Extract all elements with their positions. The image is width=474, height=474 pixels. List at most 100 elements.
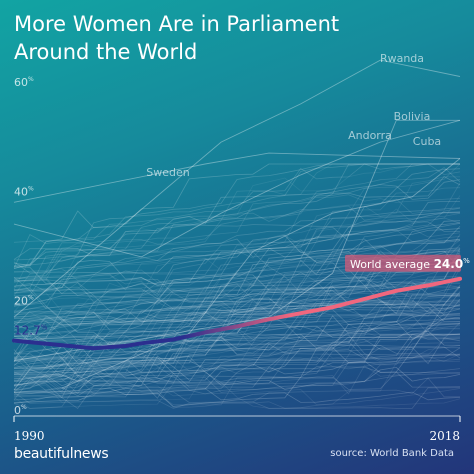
country-line: [13, 364, 461, 390]
country-line: [13, 368, 461, 400]
country-line: [13, 163, 460, 269]
country-line: [13, 302, 461, 372]
country-line: [13, 274, 461, 326]
country-line: [14, 268, 461, 325]
country-line: [13, 259, 461, 321]
country-line: [13, 271, 461, 340]
country-line: [13, 226, 461, 332]
country-line: [13, 333, 461, 368]
country-line: [13, 265, 461, 337]
country-line: [13, 269, 461, 348]
country-line: [14, 334, 461, 374]
chart-title: More Women Are in Parliament Around the …: [14, 10, 454, 66]
country-line: [13, 323, 461, 399]
line-andorra: [61, 158, 461, 389]
country-line: [13, 228, 461, 324]
country-line: [13, 307, 461, 385]
country-line: [13, 316, 461, 393]
country-line: [13, 176, 461, 267]
country-line: [13, 303, 461, 336]
y-tick-label: 20%: [14, 295, 34, 308]
country-line: [13, 163, 460, 266]
country-line: [14, 341, 460, 409]
country-line: [13, 220, 461, 287]
country-line: [13, 236, 461, 324]
country-line: [13, 240, 461, 360]
country-line: [13, 280, 461, 357]
country-line: [13, 310, 461, 368]
line-rwanda: [13, 59, 461, 318]
country-line: [13, 337, 461, 377]
country-line: [13, 264, 461, 319]
label-cuba: Cuba: [413, 135, 441, 148]
country-line: [13, 254, 461, 336]
country-line: [13, 345, 461, 372]
average-start-label: 12.7%: [14, 324, 48, 338]
country-line: [13, 322, 461, 403]
country-line: [13, 322, 461, 392]
country-line: [13, 179, 461, 269]
country-line: [13, 222, 461, 342]
label-bolivia: Bolivia: [394, 110, 431, 123]
country-line: [13, 325, 461, 391]
country-line: [13, 353, 461, 406]
country-line: [13, 317, 461, 387]
country-line: [13, 211, 461, 261]
country-line: [14, 353, 461, 399]
country-line: [13, 264, 461, 319]
country-line: [13, 363, 461, 409]
country-line: [14, 311, 461, 338]
country-line: [13, 333, 461, 366]
country-line: [13, 285, 461, 327]
country-line: [13, 286, 461, 332]
average-end-label: World average 24.0%: [350, 257, 470, 271]
country-line: [13, 344, 461, 390]
country-line: [13, 229, 461, 299]
country-line: [13, 271, 461, 319]
country-line: [13, 207, 461, 371]
country-line: [13, 212, 461, 316]
country-line: [13, 207, 461, 292]
country-line: [13, 315, 461, 393]
country-line: [13, 318, 461, 347]
country-line: [13, 266, 461, 322]
country-line: [13, 293, 461, 346]
country-line: [13, 387, 461, 403]
country-line: [13, 187, 461, 336]
title-line-2: Around the World: [14, 40, 198, 64]
country-line: [13, 366, 461, 398]
country-line: [13, 249, 461, 373]
country-line: [13, 295, 461, 372]
country-line: [13, 365, 461, 397]
country-line: [13, 308, 461, 380]
y-tick-label: 40%: [14, 185, 34, 198]
country-line: [14, 330, 461, 386]
country-line: [13, 285, 461, 395]
country-line: [13, 228, 461, 290]
country-line: [13, 182, 461, 281]
country-line: [13, 195, 461, 282]
country-line: [13, 194, 461, 296]
country-line: [13, 163, 460, 281]
line-cuba: [13, 119, 461, 258]
country-line: [14, 327, 461, 406]
country-line: [13, 335, 461, 395]
country-line: [13, 285, 461, 363]
country-line: [14, 318, 460, 347]
label-sweden: Sweden: [146, 166, 189, 179]
country-line: [13, 281, 461, 361]
world-average-layer: 12.7% World average 24.0%: [12, 254, 470, 351]
country-line: [13, 163, 460, 289]
country-line: [13, 279, 461, 332]
country-line: [13, 238, 461, 367]
country-line: [13, 239, 461, 380]
country-line: [13, 276, 460, 304]
country-lines: [13, 163, 461, 409]
country-line: [13, 380, 461, 409]
country-line: [14, 304, 461, 359]
country-line: [13, 299, 461, 382]
country-line: [13, 205, 461, 243]
country-line: [13, 381, 461, 409]
